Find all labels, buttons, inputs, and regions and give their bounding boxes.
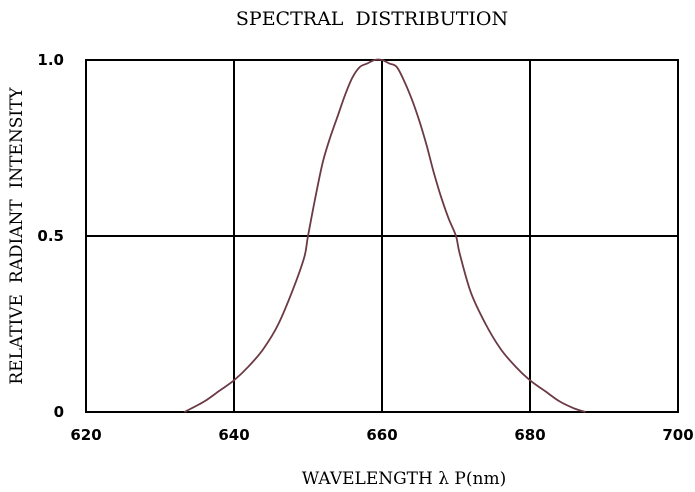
x-tick-label: 680 (514, 426, 545, 444)
y-tick-label: 0 (54, 403, 64, 421)
x-tick-label: 620 (70, 426, 101, 444)
x-tick-label: 640 (218, 426, 249, 444)
x-tick-label: 700 (662, 426, 693, 444)
y-tick-label: 0.5 (37, 227, 64, 245)
x-tick-labels: 620 640 660 680 700 (70, 426, 693, 444)
y-axis-label: RELATIVE RADIANT INTENSITY (7, 87, 27, 385)
series-group (183, 58, 586, 413)
x-axis-label: WAVELENGTH λ P(nm) (302, 469, 506, 489)
chart-title: SPECTRAL DISTRIBUTION (236, 8, 508, 30)
spectral-curve (183, 58, 586, 413)
x-tick-label: 660 (366, 426, 397, 444)
grid-lines (86, 60, 678, 412)
y-tick-label: 1.0 (37, 51, 64, 69)
y-tick-labels: 0 0.5 1.0 (37, 51, 64, 421)
